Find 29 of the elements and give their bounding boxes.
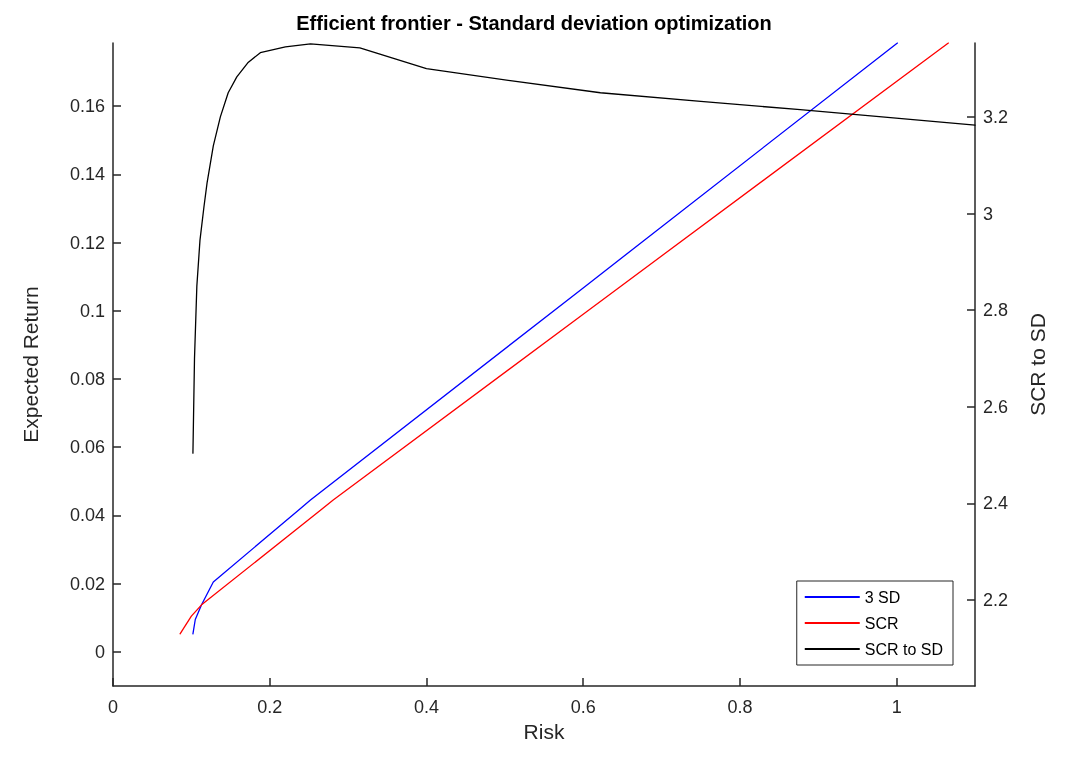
legend-label: SCR <box>864 614 899 632</box>
y-tick-label: 0.14 <box>69 164 105 185</box>
x-tick-label: 0.6 <box>570 697 596 717</box>
x-axis-title: Risk <box>523 719 565 743</box>
chart-title: Efficient frontier - Standard deviation optimization <box>296 12 772 34</box>
x-tick-label: 1 <box>891 697 902 717</box>
y-tick-label: 0 <box>94 641 105 662</box>
legend-label: 3 SD <box>864 588 901 606</box>
y2-tick-label: 3 <box>983 203 994 224</box>
x-tick-label: 0.2 <box>257 697 283 717</box>
x-tick-label: 0 <box>107 697 119 717</box>
x-tick-label: 0.8 <box>727 697 753 717</box>
y2-axis-title: SCR to SD <box>1026 313 1049 416</box>
y2-tick-label: 2.2 <box>983 590 1009 611</box>
y-tick-label: 0.16 <box>69 96 105 117</box>
legend-label: SCR to SD <box>864 640 944 658</box>
y-tick-label: 0.06 <box>69 437 105 458</box>
line-series <box>192 43 976 454</box>
y-tick-label: 0.1 <box>79 300 105 321</box>
y2-tick-label: 2.6 <box>983 396 1009 417</box>
y2-tick-label: 2.4 <box>983 493 1009 514</box>
y2-tick-label: 3.2 <box>983 106 1009 127</box>
x-tick-label: 0.4 <box>413 697 439 717</box>
y-tick-label: 0.08 <box>69 369 105 389</box>
y-axis-title: Expected Return <box>19 286 42 443</box>
y-tick-label: 0.12 <box>69 232 105 253</box>
y2-tick-label: 2.8 <box>983 300 1009 321</box>
y-tick-label: 0.04 <box>69 505 105 526</box>
y-tick-label: 0.02 <box>69 573 105 594</box>
